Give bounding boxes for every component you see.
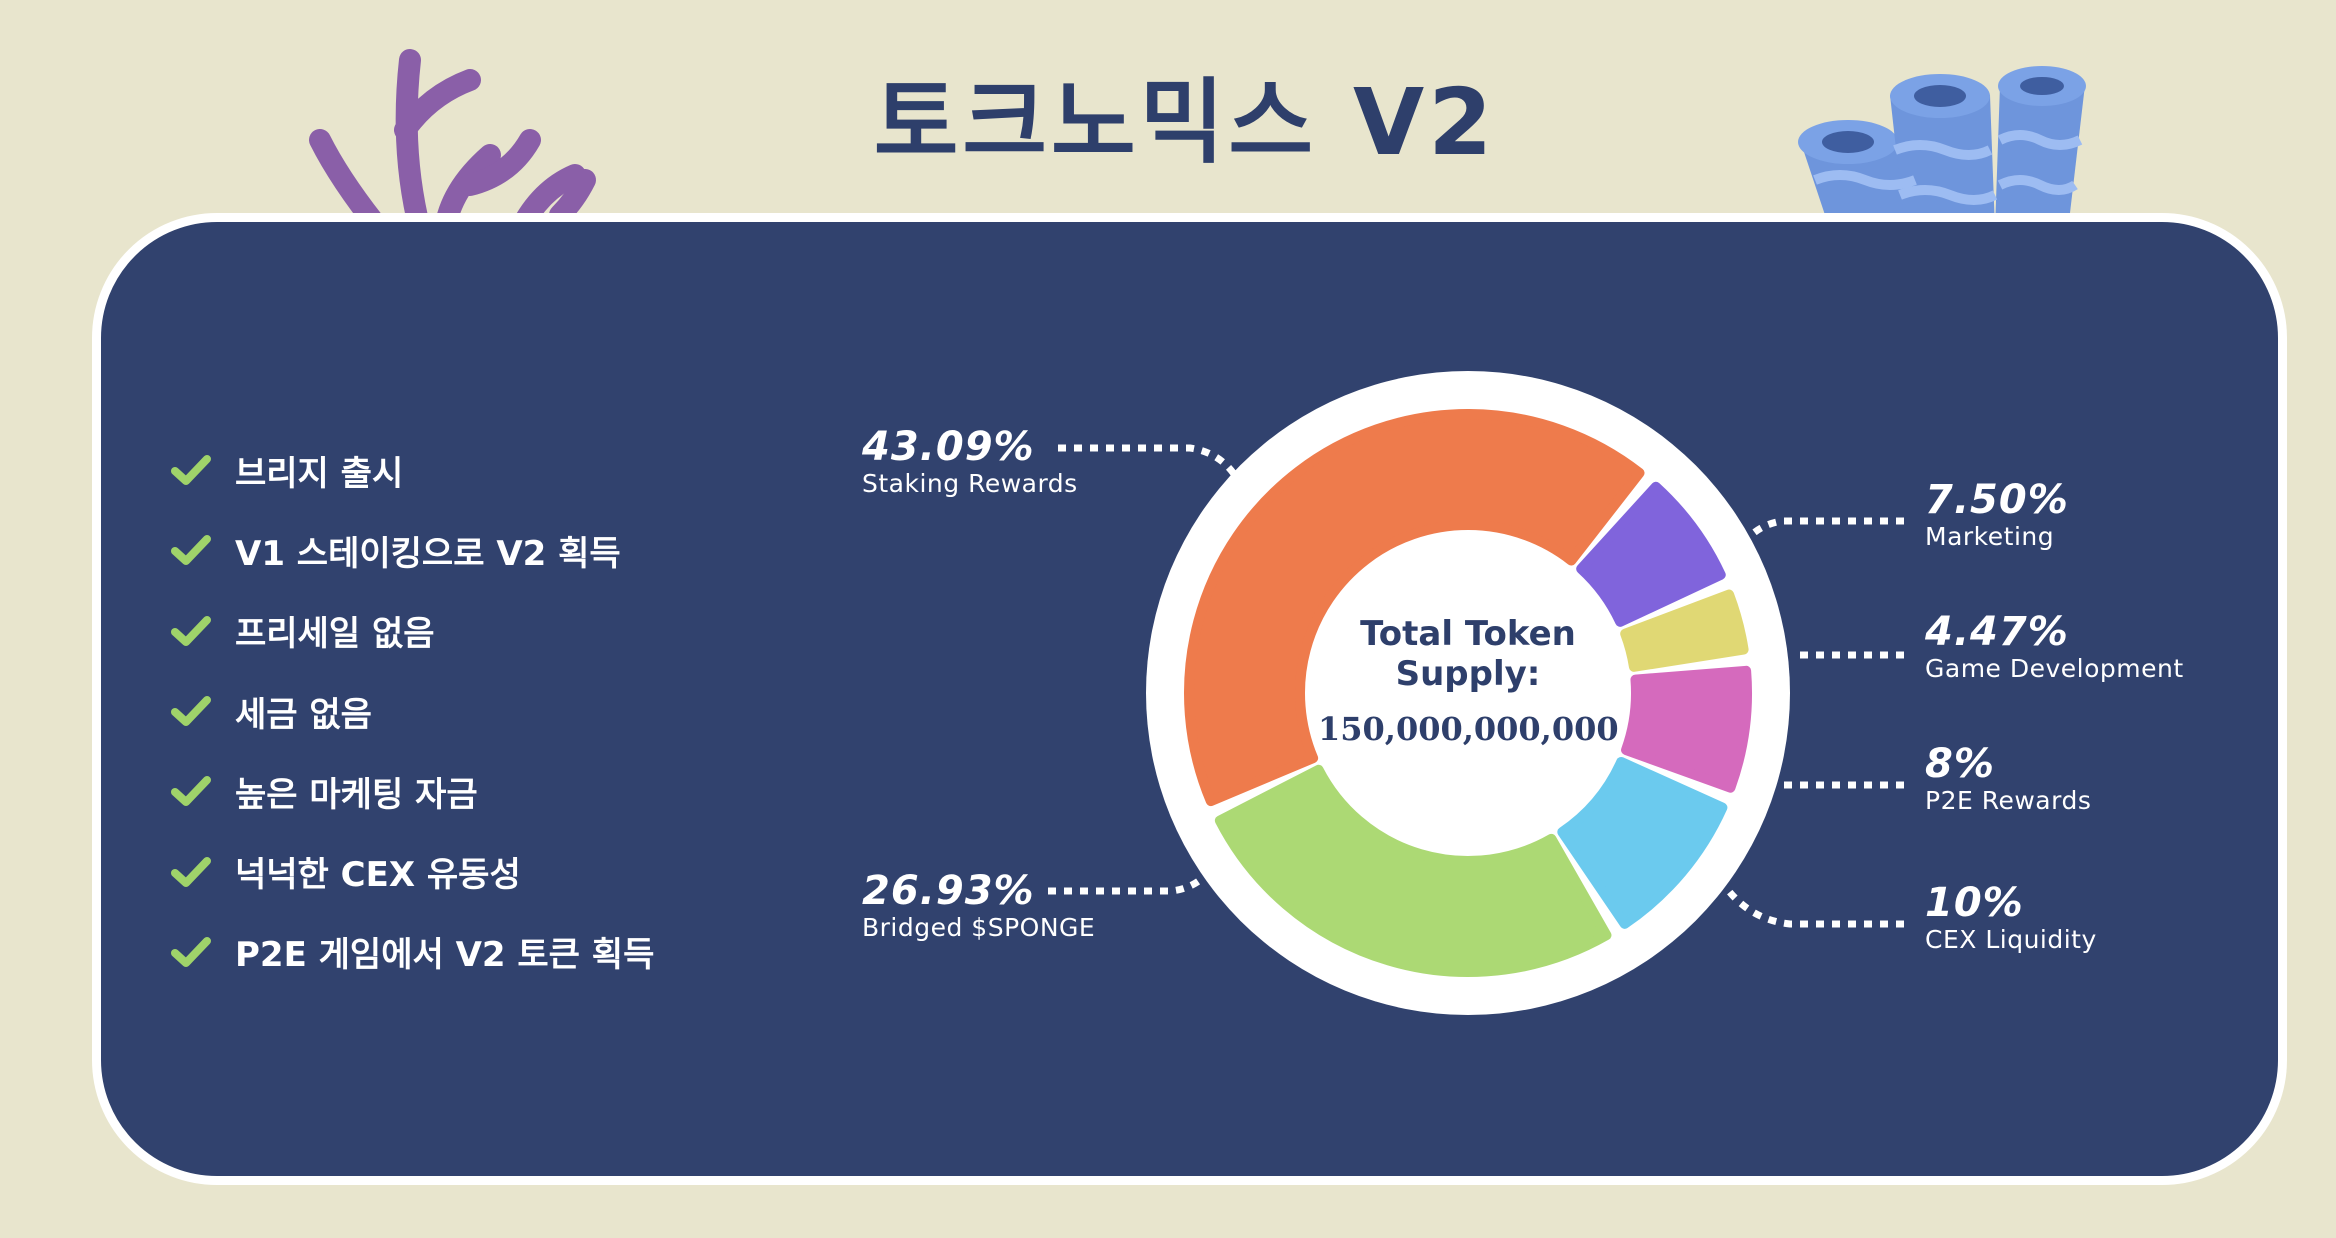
data-label: 7.50% <box>1925 477 2069 523</box>
slice-label-bridged: 26.93% Bridged $SPONGE <box>862 869 1095 943</box>
check-icon <box>171 776 211 807</box>
leader-line-staking <box>1058 444 1237 477</box>
feature-item: 높은 마케팅 자금 <box>171 751 654 831</box>
feature-label: 넉넉한 CEX 유동성 <box>235 855 521 896</box>
legend-label: P2E Rewards <box>1925 786 2092 815</box>
donut-slice-game-development <box>1620 589 1749 672</box>
feature-item: P2E 게임에서 V2 토큰 획득 <box>171 912 654 992</box>
legend-label: Game Development <box>1925 654 2184 683</box>
data-label: 43.09% <box>862 424 1035 470</box>
slice-label-marketing: 7.50% Marketing <box>1925 478 2069 552</box>
slice-label-p2e: 8% P2E Rewards <box>1925 742 2091 816</box>
leader-line-marketing <box>1745 517 1904 541</box>
feature-item: 브리지 출시 <box>171 430 654 510</box>
donut-slice-marketing <box>1576 481 1726 627</box>
check-icon <box>171 535 211 566</box>
check-icon <box>171 936 211 967</box>
donut-slice-cex-liquidity <box>1557 756 1728 929</box>
leader-line-bridged <box>1048 865 1215 895</box>
center-label: Total Token Supply: <box>1318 614 1618 694</box>
leader-lines <box>1048 444 1904 928</box>
slice-label-staking: 43.09% Staking Rewards <box>862 425 1078 499</box>
feature-item: 세금 없음 <box>171 671 654 751</box>
total-supply-value: 150,000,000,000 <box>1318 710 1619 748</box>
feature-item: V1 스테이킹으로 V2 획득 <box>171 510 654 590</box>
feature-item: 넉넉한 CEX 유동성 <box>171 831 654 911</box>
slice-label-game: 4.47% Game Development <box>1925 610 2184 684</box>
feature-label: V1 스테이킹으로 V2 획득 <box>235 533 621 574</box>
legend-label: CEX Liquidity <box>1925 925 2097 954</box>
feature-list: 브리지 출시 V1 스테이킹으로 V2 획득 프리세일 없음 세금 없음 높은 … <box>171 430 654 992</box>
donut-slices <box>1184 409 1752 977</box>
tube-sponge-illustration <box>1798 66 2086 230</box>
feature-label: 프리세일 없음 <box>235 614 435 655</box>
feature-label: 브리지 출시 <box>235 453 404 494</box>
feature-label: 세금 없음 <box>235 694 372 735</box>
center-label-line1: Total Token <box>1360 614 1576 654</box>
check-icon <box>171 615 211 646</box>
legend-label: Marketing <box>1925 522 2055 551</box>
center-label-line2: Supply: <box>1395 654 1541 694</box>
donut-slice-bridged-sponge <box>1214 764 1612 977</box>
feature-label: 높은 마케팅 자금 <box>235 774 478 815</box>
legend-label: Staking Rewards <box>862 469 1078 498</box>
data-label: 26.93% <box>862 868 1035 914</box>
data-label: 10% <box>1925 880 2024 926</box>
data-label: 4.47% <box>1925 609 2069 655</box>
feature-label: P2E 게임에서 V2 토큰 획득 <box>235 935 655 976</box>
slice-label-cex: 10% CEX Liquidity <box>1925 881 2097 955</box>
donut-slice-p2e-rewards <box>1621 665 1752 793</box>
page-title: 토크노믹스 V2 <box>873 69 1497 176</box>
feature-item: 프리세일 없음 <box>171 591 654 671</box>
donut-slice-staking-rewards <box>1184 409 1645 807</box>
data-label: 8% <box>1925 741 1995 787</box>
check-icon <box>171 856 211 887</box>
check-icon <box>171 696 211 727</box>
leader-line-cex <box>1725 887 1904 928</box>
check-icon <box>171 455 211 486</box>
legend-label: Bridged $SPONGE <box>862 913 1096 942</box>
